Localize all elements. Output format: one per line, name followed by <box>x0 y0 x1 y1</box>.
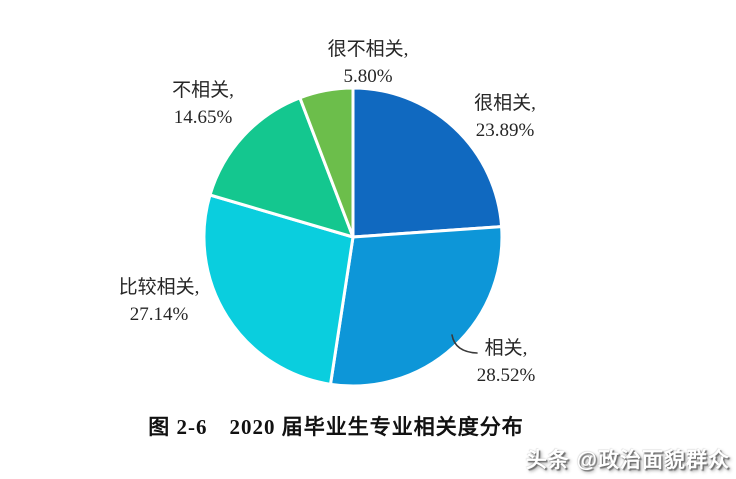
pie-slice-somewhat-related <box>202 193 355 386</box>
slice-label-pct: 23.89% <box>475 120 535 141</box>
watermark-text: 头条 @政治面貌群众 <box>525 449 730 472</box>
slice-label-related: 相关, 28.52% <box>458 335 554 389</box>
slice-label-very-unrelated: 很不相关, 5.80% <box>312 36 424 90</box>
slice-label-name: 比较相关, <box>118 277 200 298</box>
slice-label-unrelated: 不相关, 14.65% <box>150 77 256 131</box>
leader-line-related <box>451 334 478 354</box>
slice-label-name: 不相关, <box>172 80 234 101</box>
slice-label-name: 很相关, <box>474 93 536 114</box>
pie-slice-very-unrelated <box>298 86 355 239</box>
slice-label-pct: 28.52% <box>476 365 536 386</box>
slice-label-name: 相关, <box>484 338 528 359</box>
slice-label-pct: 27.14% <box>129 304 189 325</box>
figure-caption: 图 2-6 2020 届毕业生专业相关度分布 <box>148 415 524 439</box>
slice-label-name: 很不相关, <box>327 39 409 60</box>
slice-label-pct: 5.80% <box>343 66 393 87</box>
slice-label-somewhat-related: 比较相关, 27.14% <box>103 274 215 328</box>
slice-label-very-related: 很相关, 23.89% <box>455 90 555 144</box>
pie-slice-very-related <box>351 86 504 239</box>
slice-label-pct: 14.65% <box>173 107 233 128</box>
pie-slice-related <box>329 225 504 388</box>
pie-slice-unrelated <box>208 96 355 239</box>
